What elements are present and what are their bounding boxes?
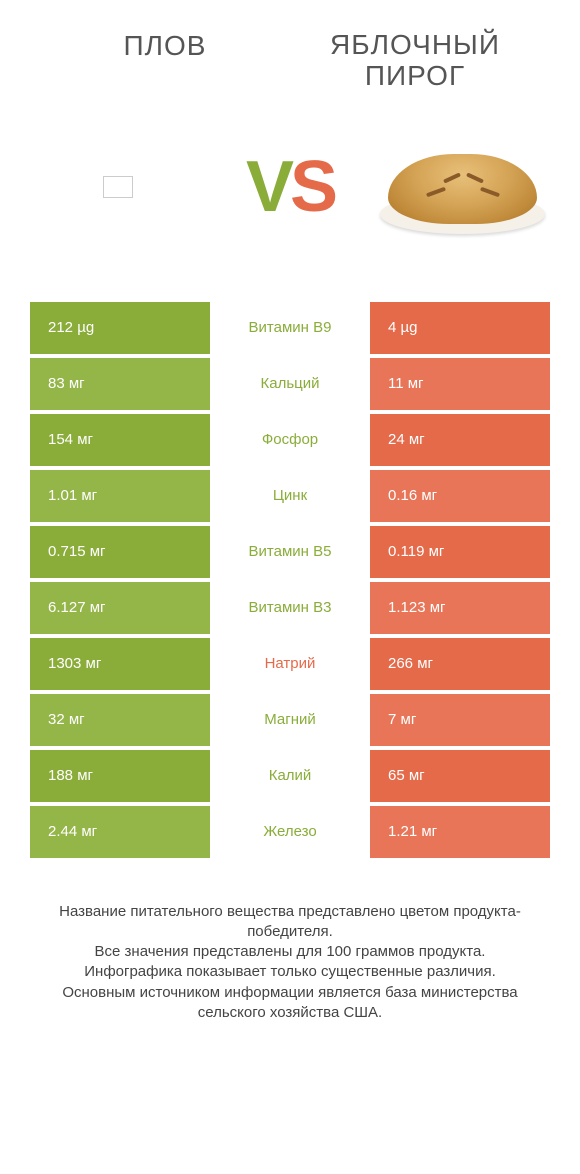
right-value: 7 мг: [370, 694, 550, 746]
header: ПЛОВ ЯБЛОЧНЫЙ ПИРОГ: [0, 0, 580, 102]
right-product-title: ЯБЛОЧНЫЙ ПИРОГ: [290, 30, 540, 92]
nutrient-name: Витамин B9: [210, 302, 370, 354]
placeholder-icon: [103, 176, 133, 198]
right-value: 11 мг: [370, 358, 550, 410]
left-value: 188 мг: [30, 750, 210, 802]
right-value: 1.21 мг: [370, 806, 550, 858]
right-value: 0.119 мг: [370, 526, 550, 578]
nutrient-name: Витамин B3: [210, 582, 370, 634]
vs-v: V: [246, 146, 290, 228]
right-value: 1.123 мг: [370, 582, 550, 634]
right-value: 65 мг: [370, 750, 550, 802]
right-value: 0.16 мг: [370, 470, 550, 522]
table-row: 32 мгМагний7 мг: [30, 694, 550, 746]
nutrient-name: Натрий: [210, 638, 370, 690]
left-value: 1303 мг: [30, 638, 210, 690]
pie-icon: [380, 139, 545, 234]
left-value: 6.127 мг: [30, 582, 210, 634]
left-value: 32 мг: [30, 694, 210, 746]
nutrient-name: Витамин B5: [210, 526, 370, 578]
left-value: 154 мг: [30, 414, 210, 466]
nutrient-name: Фосфор: [210, 414, 370, 466]
nutrient-name: Кальций: [210, 358, 370, 410]
footer-line: Все значения представлены для 100 граммо…: [30, 942, 550, 962]
table-row: 1.01 мгЦинк0.16 мг: [30, 470, 550, 522]
table-row: 6.127 мгВитамин B31.123 мг: [30, 582, 550, 634]
left-product-image: [30, 112, 205, 262]
images-row: VS: [0, 102, 580, 302]
right-value: 24 мг: [370, 414, 550, 466]
left-product-title: ПЛОВ: [40, 30, 290, 62]
table-row: 83 мгКальций11 мг: [30, 358, 550, 410]
footer-line: Инфографика показывает только существенн…: [30, 962, 550, 982]
nutrient-name: Железо: [210, 806, 370, 858]
nutrient-name: Магний: [210, 694, 370, 746]
right-product-image: [375, 112, 550, 262]
left-value: 2.44 мг: [30, 806, 210, 858]
left-value: 0.715 мг: [30, 526, 210, 578]
table-row: 0.715 мгВитамин B50.119 мг: [30, 526, 550, 578]
footer-line: Название питательного вещества представл…: [30, 902, 550, 943]
left-value: 212 µg: [30, 302, 210, 354]
nutrient-name: Цинк: [210, 470, 370, 522]
right-value: 266 мг: [370, 638, 550, 690]
right-value: 4 µg: [370, 302, 550, 354]
footer-notes: Название питательного вещества представл…: [0, 862, 580, 1024]
vs-label: VS: [246, 146, 334, 228]
nutrient-name: Калий: [210, 750, 370, 802]
table-row: 1303 мгНатрий266 мг: [30, 638, 550, 690]
table-row: 2.44 мгЖелезо1.21 мг: [30, 806, 550, 858]
table-row: 154 мгФосфор24 мг: [30, 414, 550, 466]
left-value: 83 мг: [30, 358, 210, 410]
left-value: 1.01 мг: [30, 470, 210, 522]
vs-s: S: [290, 146, 334, 228]
table-row: 188 мгКалий65 мг: [30, 750, 550, 802]
nutrient-table: 212 µgВитамин B94 µg83 мгКальций11 мг154…: [0, 302, 580, 858]
footer-line: Основным источником информации является …: [30, 983, 550, 1024]
table-row: 212 µgВитамин B94 µg: [30, 302, 550, 354]
